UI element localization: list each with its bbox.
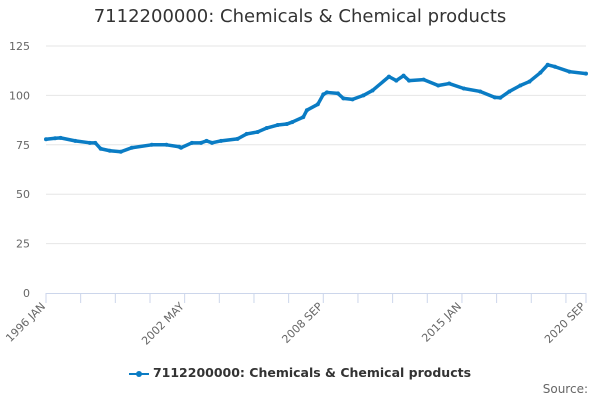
x-tick-label: 2008 SEP [279,300,325,346]
data-point [129,145,134,150]
x-tick-label: 2015 JAN [419,300,464,345]
data-point [538,70,543,75]
y-tick-label: 100 [9,89,30,102]
data-point [527,79,532,84]
y-tick-label: 0 [23,287,30,300]
data-point [290,120,295,125]
chart-title: 7112200000: Chemicals & Chemical product… [93,6,507,27]
y-tick-label: 25 [16,238,30,251]
data-point [93,140,98,145]
data-point [507,89,512,94]
data-point [189,140,194,145]
data-point [436,83,441,88]
data-point [87,140,92,145]
data-point [284,122,289,127]
data-point [341,96,346,101]
data-point [321,92,326,97]
data-point [421,77,426,82]
data-point [461,86,466,91]
data-point [567,69,572,74]
data-point [235,136,240,141]
data-point [301,115,306,120]
data-point [394,78,399,83]
data-point [219,138,224,143]
x-tick-label: 2020 SEP [542,300,588,346]
data-point [361,93,366,98]
data-point [58,135,63,140]
data-point [335,91,340,96]
data-point [545,62,550,67]
data-point [401,73,406,78]
data-point [244,131,249,136]
data-point [98,146,103,151]
data-point [44,137,48,142]
legend-label: 7112200000: Chemicals & Chemical product… [152,365,472,380]
data-point [118,149,123,154]
data-point [210,140,215,145]
source-label: Source: [542,382,588,396]
data-point [73,138,78,143]
data-point [304,108,309,113]
data-point [478,89,483,94]
y-tick-label: 75 [16,139,30,152]
data-point [179,145,183,150]
data-point [324,90,329,95]
legend-item[interactable]: 7112200000: Chemicals & Chemical product… [0,365,600,380]
legend-line-marker-icon [128,370,149,377]
data-point [492,95,497,100]
data-point [107,148,112,153]
data-point [149,142,154,147]
x-tick-label: 2002 MAY [139,300,187,348]
data-point [518,83,523,88]
data-point [199,140,204,145]
data-point [164,142,169,147]
data-point [264,126,269,131]
x-tick-label: 1996 JAN [3,300,48,345]
data-point [53,136,58,141]
y-tick-label: 125 [9,40,30,53]
data-point [407,78,412,83]
data-point [584,71,588,76]
data-point [386,74,391,79]
data-point [275,123,280,128]
data-point [370,88,375,93]
data-point [447,81,452,86]
data-point [498,95,503,100]
data-point [255,129,260,134]
data-point [315,102,320,107]
data-point [204,138,209,143]
data-point [350,97,355,102]
series-line [44,63,588,154]
y-tick-label: 50 [16,188,30,201]
data-point [552,64,557,69]
